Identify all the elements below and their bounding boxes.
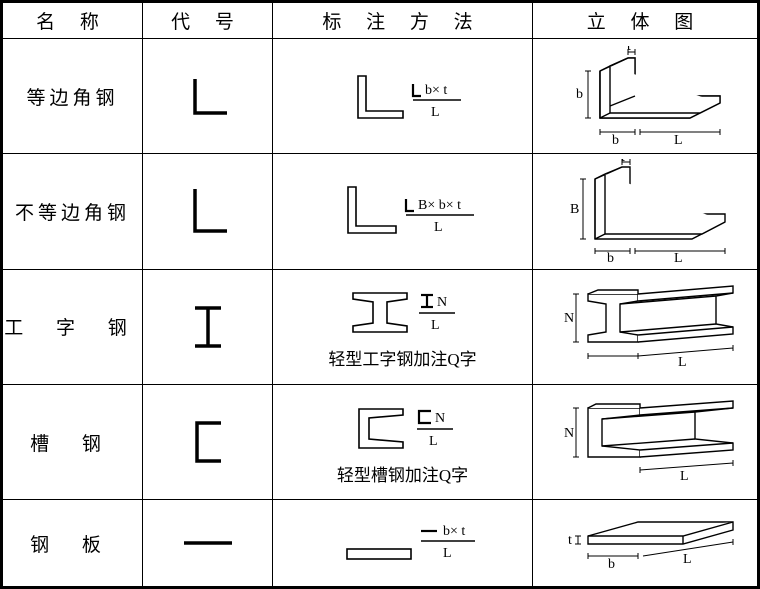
plate-notation-icon: b× t L: [303, 515, 503, 571]
notation-note: 轻型工字钢加注Q字: [328, 345, 476, 370]
symbol-cell: [143, 270, 273, 384]
dim-N: N: [564, 311, 574, 326]
name-cell: 工 字 钢: [3, 270, 143, 384]
row-name: 不等边角钢: [15, 198, 130, 225]
steel-profiles-table: 名 称 代 号 标 注 方 法 立 体 图 等边角钢 b× t L: [0, 0, 760, 589]
dim-t: t: [568, 533, 572, 548]
notation-cell: b× t L: [273, 500, 533, 586]
iso-cell: t t B b L: [533, 154, 757, 268]
symbol-cell: [143, 39, 273, 153]
frac-bottom: L: [431, 105, 440, 120]
name-cell: 不等边角钢: [3, 154, 143, 268]
angle-notation-icon: B× b× t L: [298, 171, 508, 251]
dim-b: b: [607, 251, 614, 264]
channel-iso-icon: N L: [538, 390, 753, 495]
row-name: 等边角钢: [26, 83, 118, 110]
channel-notation-icon: N L: [303, 399, 503, 457]
name-cell: 钢 板: [3, 500, 143, 586]
iso-cell: t b L: [533, 500, 757, 586]
table-row: 工 字 钢 N L: [3, 270, 757, 385]
frac-top: B× b× t: [418, 198, 461, 213]
frac-bottom: L: [434, 220, 443, 235]
dim-L: L: [678, 355, 687, 370]
notation-cell: B× b× t L: [273, 154, 533, 268]
table-row: 不等边角钢 B× b× t L: [3, 154, 757, 269]
frac-bottom: L: [431, 318, 440, 333]
header-row: 名 称 代 号 标 注 方 法 立 体 图: [3, 3, 757, 39]
notation-cell: N L 轻型工字钢加注Q字: [273, 270, 533, 384]
col-header-notation: 标 注 方 法: [273, 3, 533, 38]
angle-iso-icon: t b b L: [540, 46, 750, 146]
hdr-name: 名 称: [36, 7, 109, 34]
hdr-iso: 立 体 图: [587, 7, 704, 34]
dim-b: b: [608, 557, 615, 572]
dim-L: L: [683, 552, 692, 567]
frac-top: b× t: [443, 524, 465, 539]
symbol-cell: [143, 500, 273, 586]
hdr-notation: 标 注 方 法: [322, 7, 482, 34]
col-header-iso: 立 体 图: [533, 3, 757, 38]
dim-B: B: [570, 202, 579, 217]
hdr-symbol: 代 号: [171, 7, 244, 34]
angle-unequal-iso-icon: t t B b L: [540, 159, 750, 264]
table-row: 钢 板 b× t L: [3, 500, 757, 586]
col-header-name: 名 称: [3, 3, 143, 38]
dim-L: L: [674, 251, 683, 264]
frac-top: N: [435, 411, 445, 426]
row-name: 工 字 钢: [4, 313, 141, 340]
angle-notation-icon: b× t L: [303, 56, 503, 136]
row-name: 槽 钢: [30, 429, 115, 456]
angle-symbol-icon: [183, 185, 233, 237]
dim-N: N: [564, 426, 574, 441]
dim-L: L: [674, 133, 683, 146]
table-row: 等边角钢 b× t L: [3, 39, 757, 154]
dim-b1: b: [576, 87, 583, 102]
channel-symbol-icon: [187, 417, 229, 467]
dim-t: t: [627, 46, 631, 54]
iso-cell: N L: [533, 270, 757, 384]
row-name: 钢 板: [30, 530, 115, 557]
frac-top: b× t: [425, 83, 447, 98]
frac-bottom: L: [429, 434, 438, 449]
notation-cell: N L 轻型槽钢加注Q字: [273, 385, 533, 499]
plate-iso-icon: t b L: [538, 508, 753, 578]
svg-text:t: t: [621, 159, 625, 165]
frac-top: N: [437, 295, 447, 310]
dim-b2: b: [612, 133, 619, 146]
name-cell: 等边角钢: [3, 39, 143, 153]
ibeam-notation-icon: N L: [303, 283, 503, 341]
flat-symbol-icon: [180, 533, 236, 553]
symbol-cell: [143, 154, 273, 268]
iso-cell: N L: [533, 385, 757, 499]
frac-bottom: L: [443, 546, 452, 561]
notation-cell: b× t L: [273, 39, 533, 153]
table-row: 槽 钢 N L 轻型槽钢加注Q字: [3, 385, 757, 500]
name-cell: 槽 钢: [3, 385, 143, 499]
symbol-cell: [143, 385, 273, 499]
ibeam-symbol-icon: [187, 302, 229, 352]
angle-symbol-icon: [183, 73, 233, 119]
ibeam-iso-icon: N L: [538, 274, 753, 379]
col-header-symbol: 代 号: [143, 3, 273, 38]
notation-note: 轻型槽钢加注Q字: [337, 461, 468, 486]
iso-cell: t b b L: [533, 39, 757, 153]
dim-L: L: [680, 469, 689, 484]
